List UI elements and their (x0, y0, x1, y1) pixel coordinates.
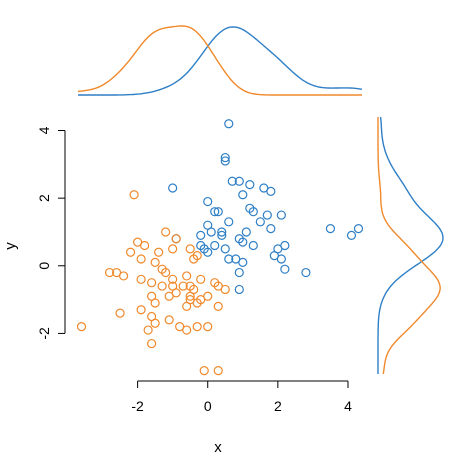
data-point (203, 322, 213, 332)
data-point (266, 186, 276, 196)
top-marginal-density (77, 25, 363, 96)
data-point (104, 267, 115, 278)
data-point (234, 267, 244, 278)
data-point (217, 227, 227, 237)
data-point (192, 251, 202, 261)
data-point (224, 254, 234, 264)
data-point (185, 244, 195, 254)
data-point (353, 223, 364, 234)
right-density-curve (377, 117, 441, 375)
data-point (140, 240, 150, 251)
data-point (210, 240, 220, 251)
data-point (168, 274, 178, 284)
y-tick-label: 0 (36, 262, 52, 270)
data-point (213, 366, 223, 376)
data-point (238, 257, 248, 268)
y-axis-ticks: -2 0 2 4 (36, 126, 65, 340)
data-point (196, 230, 206, 240)
data-point (220, 244, 230, 254)
data-point (161, 227, 171, 237)
data-point (217, 230, 227, 240)
data-point (206, 227, 216, 237)
y-tick-label: 4 (36, 126, 52, 134)
data-point (199, 366, 209, 376)
data-point (118, 271, 129, 281)
data-point (248, 240, 258, 251)
data-point (182, 325, 192, 335)
data-point (196, 295, 206, 305)
data-point (136, 254, 146, 264)
data-point (182, 301, 192, 311)
data-point (203, 247, 213, 257)
data-point (182, 271, 192, 281)
data-point (280, 264, 290, 274)
data-point (147, 278, 157, 288)
y-tick-label: 2 (36, 194, 52, 202)
data-point (178, 281, 188, 291)
data-point (224, 119, 234, 129)
data-point (168, 183, 178, 193)
data-point (164, 315, 174, 325)
data-point (150, 298, 160, 308)
data-point (276, 254, 286, 264)
data-point (234, 284, 244, 295)
right-marginal-density (377, 116, 444, 375)
data-point (150, 257, 160, 268)
scatter-points (76, 119, 364, 376)
axes: -2 0 2 4 -2 0 2 4 (36, 126, 352, 414)
data-point (171, 234, 181, 244)
x-tick-label: 2 (274, 398, 282, 414)
data-point (220, 152, 230, 163)
top-density-curve (77, 25, 362, 96)
data-point (192, 322, 202, 332)
x-tick-label: 4 (344, 398, 352, 414)
data-point (147, 338, 157, 349)
data-point (276, 210, 286, 220)
data-point (157, 281, 167, 291)
data-point (255, 217, 265, 227)
data-point (241, 227, 251, 237)
x-tick-label: 0 (204, 398, 212, 414)
data-point (262, 210, 272, 220)
y-axis-label: y (2, 242, 19, 250)
data-point (224, 217, 234, 227)
data-point (248, 207, 258, 217)
data-point (245, 180, 255, 190)
data-point (220, 156, 230, 166)
data-point (238, 190, 248, 200)
data-point (210, 207, 220, 217)
data-point (164, 291, 174, 301)
data-point (125, 247, 136, 257)
y-tick-label: -2 (36, 327, 52, 340)
data-point (136, 274, 146, 284)
data-point (115, 308, 125, 318)
data-point (238, 237, 248, 247)
data-point (213, 207, 223, 217)
top-density-curve (78, 26, 363, 96)
data-point (76, 322, 87, 332)
data-point (196, 274, 206, 284)
data-point (161, 267, 171, 278)
right-density-curve (377, 116, 444, 374)
data-point (266, 223, 276, 234)
data-point (220, 284, 230, 295)
data-point (129, 190, 139, 200)
data-point (154, 247, 164, 257)
data-point (203, 196, 213, 207)
data-point (185, 291, 195, 301)
data-point (168, 244, 178, 254)
x-tick-label: -2 (131, 398, 144, 414)
data-point (227, 176, 237, 186)
x-axis-label: x (214, 439, 222, 456)
x-axis-ticks: -2 0 2 4 (131, 381, 352, 414)
data-point (234, 176, 244, 186)
data-point (150, 318, 160, 328)
data-point (143, 325, 153, 335)
data-point (213, 301, 223, 311)
data-point (346, 230, 357, 240)
data-point (136, 305, 146, 315)
data-point (325, 223, 336, 234)
data-point (301, 267, 311, 278)
